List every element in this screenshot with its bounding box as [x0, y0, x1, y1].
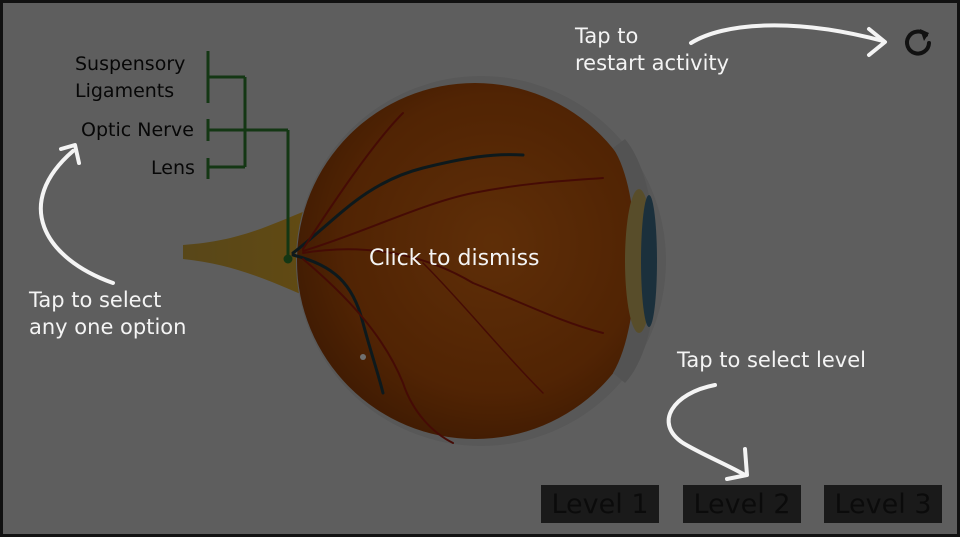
restart-button[interactable]: [898, 21, 938, 61]
hint-restart-text: Tap to restart activity: [575, 24, 730, 75]
instruction-overlay[interactable]: [3, 3, 957, 534]
hint-levels-text: Tap to select level: [677, 348, 866, 372]
restart-icon: [905, 29, 931, 56]
dismiss-text[interactable]: Click to dismiss: [369, 246, 540, 271]
hint-options-text: Tap to select any one option: [29, 288, 187, 339]
